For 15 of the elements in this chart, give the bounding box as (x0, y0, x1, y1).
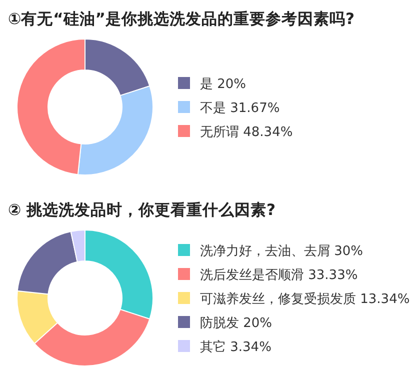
legend-item: 是 20% (178, 77, 246, 92)
legend-label: 防脱发 20% (200, 316, 272, 331)
legend-label: 不是 31.67% (200, 101, 280, 116)
legend-item: 不是 31.67% (178, 101, 280, 116)
legend-label: 其它 3.34% (200, 339, 272, 355)
legend-item: 其它 3.34% (178, 340, 272, 355)
legend-item: 洗净力好，去油、去屑 30% (178, 244, 364, 259)
chart-title: ①有无“硅油”是你挑选洗发品的重要参考因素吗? (8, 10, 354, 28)
legend-label: 是 20% (200, 77, 246, 92)
legend-item: 可滋养发丝，修复受损发质 13.34% (178, 292, 410, 307)
legend-item: 无所谓 48.34% (178, 125, 293, 140)
chart-title: ② 挑选洗发品时，你更看重什么因素? (8, 201, 276, 219)
legend-item: 洗后发丝是否顺滑 33.33% (178, 268, 358, 283)
legend-item: 防脱发 20% (178, 316, 272, 331)
legend-label: 无所谓 48.34% (200, 125, 293, 140)
